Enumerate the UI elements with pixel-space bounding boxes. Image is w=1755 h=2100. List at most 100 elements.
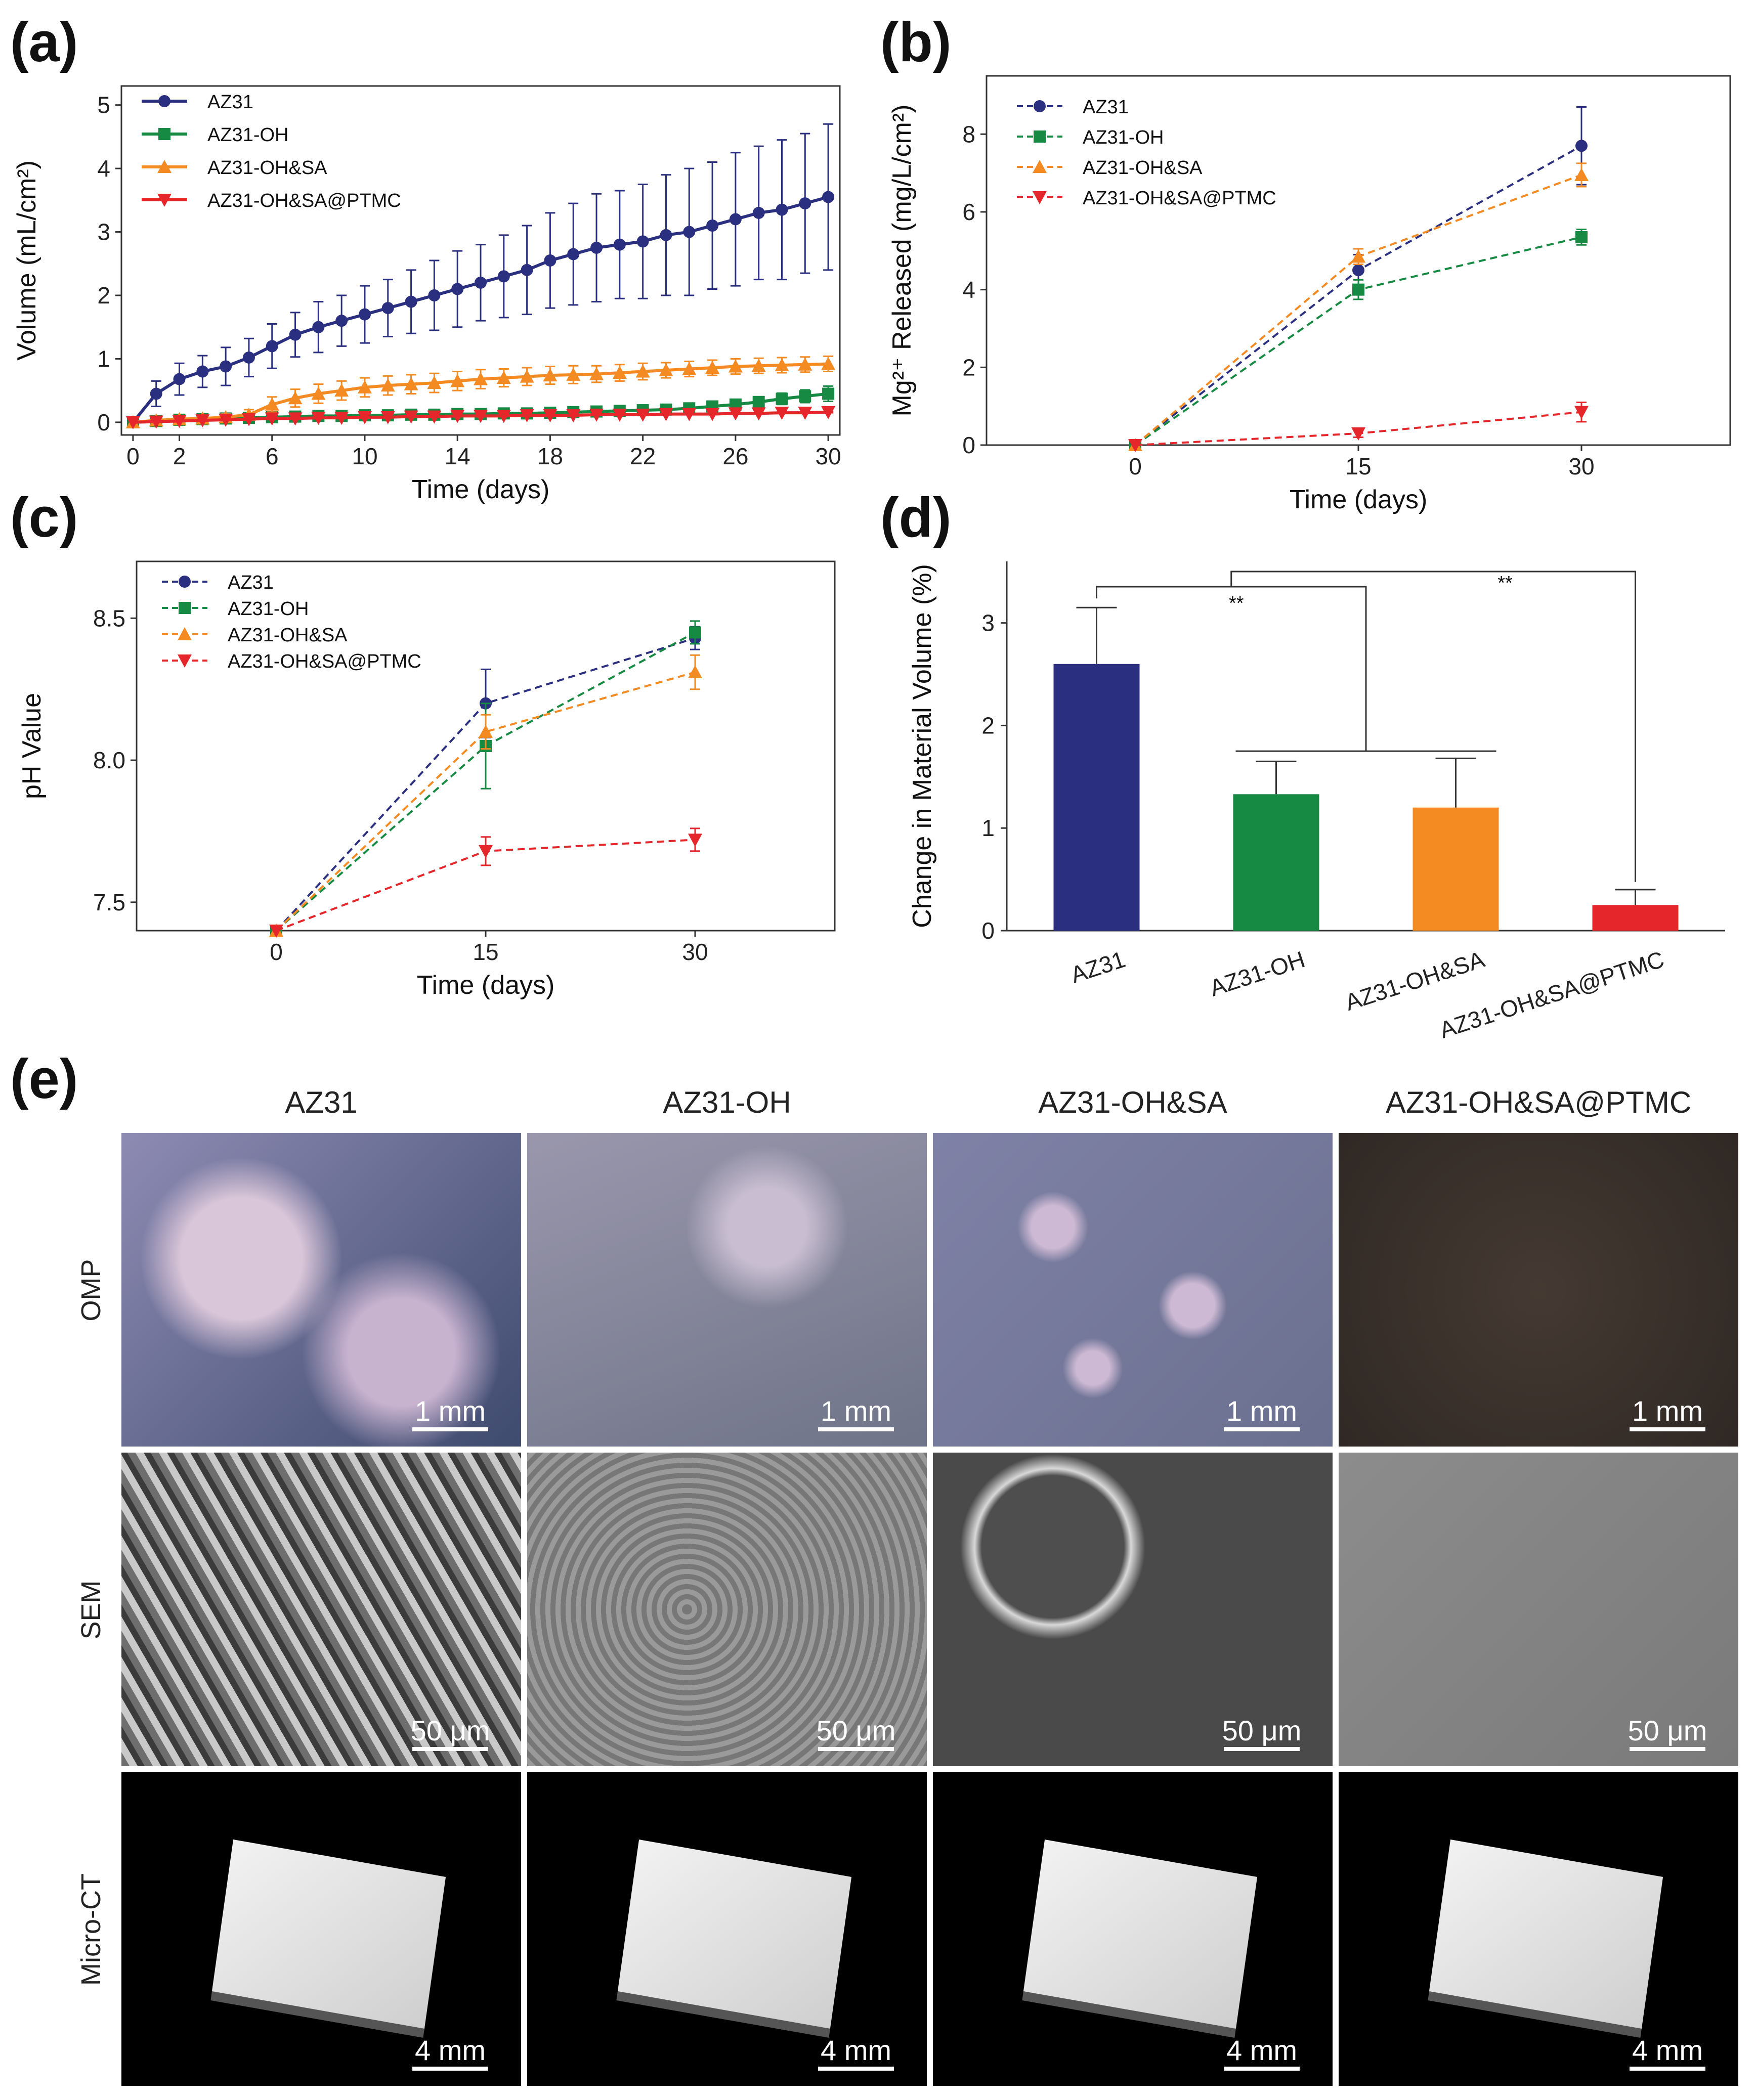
legend-label: AZ31-OH&SA	[1083, 157, 1203, 179]
x-tick-label: 0	[270, 939, 283, 965]
significance-brackets: ** **	[1096, 571, 1636, 882]
data-point	[775, 358, 789, 371]
series-line	[275, 671, 696, 932]
data-point	[288, 391, 303, 405]
micrograph-Micro-CT-AZ31-OH: 4 mm	[527, 1772, 927, 2086]
data-point	[521, 264, 533, 276]
bar-AZ31-OH&SA	[1412, 807, 1499, 931]
row-title: Micro-CT	[76, 1873, 106, 1986]
data-point	[751, 407, 766, 421]
data-point	[589, 408, 604, 422]
data-point	[566, 409, 581, 423]
data-point	[427, 376, 442, 389]
data-point	[150, 387, 162, 400]
y-tick-label: 0	[962, 432, 975, 458]
x-tick-label: AZ31	[1067, 946, 1129, 988]
data-point	[357, 411, 372, 424]
data-point	[688, 834, 702, 847]
data-point	[798, 357, 812, 371]
plot-frame	[120, 85, 841, 436]
data-point	[636, 235, 649, 248]
scale-bar: 1 mm	[1617, 1394, 1718, 1431]
legend-label: AZ31-OH	[228, 598, 309, 620]
micrograph-Micro-CT-AZ31: 4 mm	[121, 1772, 521, 2086]
y-tick-label: 8.5	[93, 605, 125, 631]
y-tick-label: 2	[962, 354, 975, 380]
data-point	[474, 410, 488, 423]
legend: AZ31 AZ31-OH AZ31-OH&SA AZ31-OH&SA@PTMC	[1017, 97, 1276, 209]
data-point	[479, 724, 493, 738]
data-point	[496, 410, 511, 423]
scale-bar: 50 μm	[1211, 1714, 1312, 1751]
data-point	[450, 410, 465, 423]
y-tick-label: 8	[962, 121, 975, 147]
panel-label-a: (a)	[10, 11, 78, 73]
x-tick-label: 14	[445, 443, 470, 469]
y-tick-label: 3	[981, 610, 995, 636]
data-point	[334, 383, 349, 397]
micrograph-SEM-AZ31-OH&SA: 50 μm	[933, 1453, 1333, 1766]
series-AZ31-OH&SA@PTMC	[125, 406, 836, 429]
data-point	[497, 270, 510, 283]
micrograph-SEM-AZ31-OH: 50 μm	[527, 1453, 927, 1766]
y-tick-label: 2	[981, 712, 995, 738]
specimen-slab	[1023, 1839, 1258, 2029]
legend-marker	[1034, 130, 1046, 143]
data-point	[1574, 406, 1589, 419]
data-point	[705, 408, 720, 421]
data-point	[1352, 283, 1364, 296]
panel-label-b: (b)	[880, 11, 952, 73]
legend-label: AZ31	[207, 92, 253, 113]
legend-marker	[179, 602, 191, 614]
data-point	[612, 366, 627, 379]
data-point	[705, 361, 720, 374]
data-point	[1574, 167, 1589, 181]
y-tick-label: 2	[97, 282, 110, 309]
data-point	[612, 408, 627, 422]
x-axis-label: Time (days)	[417, 971, 555, 1000]
y-tick-label: 1	[97, 345, 110, 372]
x-axis-label: Time (days)	[1290, 485, 1428, 514]
y-tick-label: 0	[97, 409, 110, 435]
data-point	[125, 416, 140, 429]
data-point	[682, 408, 697, 421]
column-title: AZ31-OH&SA	[1038, 1085, 1227, 1119]
scale-bar: 4 mm	[1211, 2034, 1312, 2071]
micrograph-OMP-AZ31-OH: 1 mm	[527, 1133, 927, 1447]
row-title: OMP	[76, 1259, 106, 1322]
data-point	[195, 414, 210, 428]
data-point	[450, 374, 465, 387]
legend-marker	[178, 627, 192, 640]
legend-marker	[1033, 160, 1047, 173]
scale-bar: 1 mm	[1211, 1394, 1312, 1431]
data-point	[799, 197, 811, 210]
specimen-slab	[1429, 1839, 1663, 2029]
y-axis-label: Mg²⁺ Released (mg/L/cm²)	[887, 105, 917, 417]
x-tick-label: 10	[352, 443, 377, 469]
bar-AZ31-OH&SA@PTMC	[1592, 905, 1679, 931]
data-point	[728, 359, 743, 373]
data-point	[312, 321, 325, 333]
panel-label-d: (d)	[880, 487, 952, 549]
data-point	[1352, 264, 1364, 277]
data-point	[751, 359, 766, 372]
data-point	[219, 413, 233, 427]
row-title: SEM	[76, 1580, 106, 1640]
significance-marker: **	[1229, 593, 1244, 614]
x-tick-label: 0	[1129, 453, 1142, 479]
y-tick-label: 6	[962, 199, 975, 225]
scale-bar: 4 mm	[1617, 2034, 1718, 2071]
y-tick-label: 7.5	[93, 889, 125, 915]
data-point	[799, 390, 811, 403]
legend-marker	[157, 194, 172, 207]
data-point	[706, 220, 719, 232]
x-tick-label: 30	[1568, 453, 1594, 479]
bar-AZ31-OH	[1233, 794, 1319, 931]
data-point	[451, 283, 464, 295]
data-point	[289, 328, 302, 341]
data-point	[776, 203, 788, 216]
data-point	[688, 665, 702, 678]
micrograph-OMP-AZ31: 1 mm	[121, 1133, 521, 1447]
series-AZ31	[126, 123, 835, 428]
